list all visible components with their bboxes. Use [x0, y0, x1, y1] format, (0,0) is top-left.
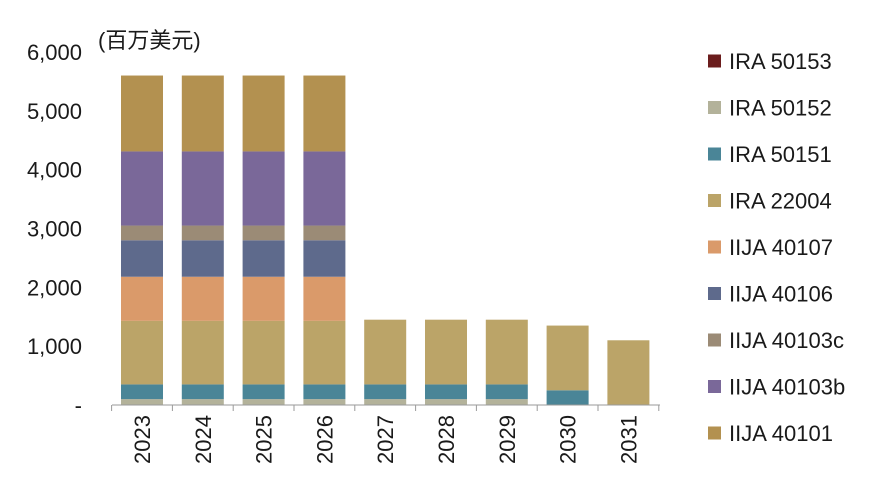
bar-segment — [181, 75, 224, 152]
legend: IRA 50153 IRA 50152 IRA 50151 IRA 22004 IIJA… — [708, 49, 845, 446]
bar-segment — [303, 276, 346, 321]
y-tick-label: - — [75, 393, 82, 418]
bar-segment — [181, 384, 224, 400]
bar-segment — [425, 319, 467, 385]
bar-segment — [607, 340, 650, 405]
legend-swatch — [708, 380, 721, 393]
legend-label: IIJA 40107 — [729, 235, 833, 260]
legend-swatch — [708, 426, 721, 440]
legend-swatch — [708, 287, 721, 300]
y-tick-label: 1,000 — [27, 334, 82, 359]
bar-segment — [121, 384, 163, 400]
bar-segment — [303, 399, 346, 405]
bar-segment — [546, 390, 589, 405]
x-tick-label: 2029 — [495, 415, 520, 464]
x-tick-label: 2023 — [130, 415, 155, 464]
bar-segment — [485, 319, 528, 385]
x-tick-label: 2026 — [312, 415, 337, 464]
bar-segment — [303, 240, 346, 277]
bar-segment — [425, 399, 467, 405]
bar-segment — [303, 384, 346, 400]
bar-segment — [121, 276, 163, 321]
legend-swatch — [708, 147, 721, 161]
bar-segment — [121, 240, 163, 277]
bar-segment — [121, 320, 163, 385]
legend-label: IIJA 40103b — [729, 375, 845, 400]
legend-label: IRA 50151 — [729, 142, 832, 167]
bar-segment — [242, 75, 285, 152]
x-tick-label: 2031 — [616, 415, 641, 464]
unit-label: (百万美元) — [98, 28, 201, 53]
x-tick-label: 2030 — [556, 415, 581, 464]
bar-segment — [485, 384, 528, 400]
x-tick-label: 2028 — [434, 415, 459, 464]
bar-segment — [242, 399, 285, 405]
bar-segment — [181, 240, 224, 277]
bar-segment — [242, 320, 285, 385]
legend-swatch — [708, 194, 721, 207]
bar-segment — [181, 151, 224, 226]
bar-segment — [242, 225, 285, 241]
bar-segment — [181, 225, 224, 241]
bar-segment — [303, 75, 346, 152]
legend-label: IIJA 40106 — [729, 282, 833, 307]
legend-label: IIJA 40103c — [729, 328, 844, 353]
bar-segment — [121, 75, 163, 152]
legend-swatch — [708, 240, 721, 254]
y-tick-label: 2,000 — [27, 275, 82, 300]
x-axis-ticks: 2023 2024 2025 2026 2027 2028 2029 2030 2031 — [111, 405, 660, 464]
bar-segment — [485, 399, 528, 405]
bar-segment — [181, 276, 224, 321]
bar-segment — [364, 384, 407, 400]
legend-label: IRA 50152 — [729, 96, 832, 121]
legend-label: IIJA 40101 — [729, 421, 833, 446]
legend-swatch — [708, 54, 721, 68]
bar-segment — [242, 151, 285, 226]
bar-segment — [364, 399, 407, 405]
x-tick-label: 2024 — [191, 415, 216, 464]
legend-swatch — [708, 333, 721, 347]
bar-segment — [242, 384, 285, 400]
legend-label: IRA 22004 — [729, 189, 832, 214]
bar-segment — [303, 151, 346, 226]
bar-segment — [181, 320, 224, 385]
bar-segment — [425, 384, 467, 400]
y-axis-ticks: - 1,000 2,000 3,000 4,000 5,000 6,000 — [27, 40, 82, 418]
y-tick-label: 4,000 — [27, 158, 82, 183]
y-tick-label: 3,000 — [27, 217, 82, 242]
bar-segment — [242, 240, 285, 277]
bar-segment — [303, 320, 346, 385]
bar-segment — [121, 151, 163, 226]
bar-segment — [121, 225, 163, 241]
legend-swatch — [708, 101, 721, 114]
legend-label: IRA 50153 — [729, 49, 832, 74]
bar-segment — [364, 319, 407, 385]
bar-segment — [121, 399, 163, 405]
x-tick-label: 2025 — [252, 415, 277, 464]
x-tick-label: 2027 — [373, 415, 398, 464]
bar-segment — [181, 399, 224, 405]
bars — [121, 75, 650, 405]
y-tick-label: 5,000 — [27, 99, 82, 124]
bar-segment — [546, 325, 589, 391]
bar-segment — [303, 225, 346, 241]
y-tick-label: 6,000 — [27, 40, 82, 65]
bar-segment — [242, 276, 285, 321]
